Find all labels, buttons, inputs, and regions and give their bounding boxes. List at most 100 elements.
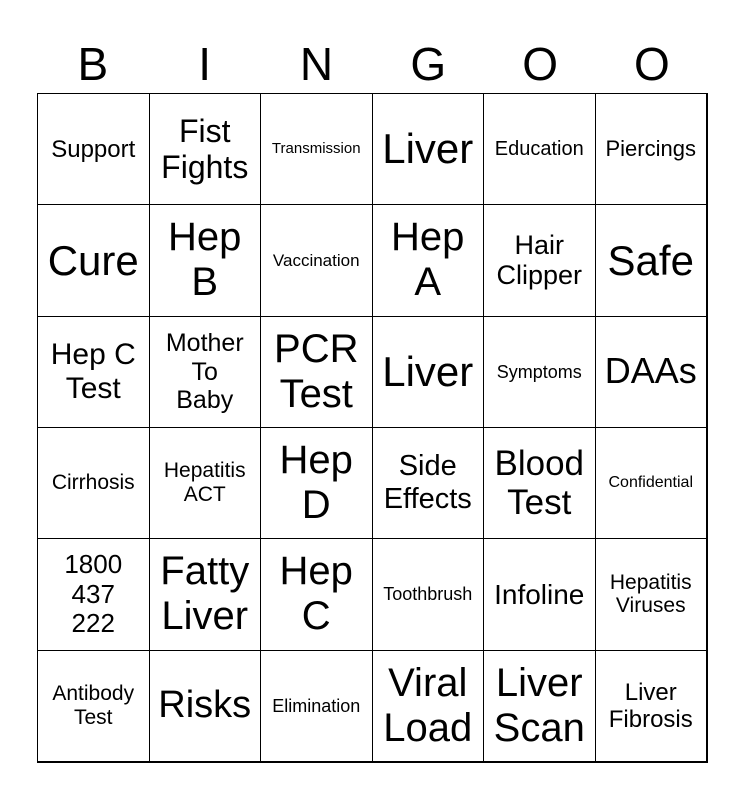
bingo-cell[interactable]: Risks	[148, 649, 261, 762]
bingo-cell[interactable]: Confidential	[594, 427, 707, 540]
cell-text: Liver	[382, 125, 474, 173]
bingo-cell[interactable]: Education	[483, 93, 596, 206]
cell-text: Scan	[493, 705, 585, 750]
cell-text: Test	[507, 483, 572, 523]
cell-text: Liver	[382, 348, 474, 396]
bingo-cell[interactable]: Hep C	[260, 538, 373, 651]
cell-text: Liver	[495, 660, 583, 705]
cell-text: Symptoms	[496, 361, 582, 382]
bingo-cell[interactable]: Hepatitis Viruses	[594, 538, 707, 651]
cell-text: 222	[71, 608, 115, 639]
cell-text: Hepatitis	[163, 459, 246, 483]
bingo-cell[interactable]: Infoline	[483, 538, 596, 651]
cell-text: Vaccination	[272, 250, 360, 270]
cell-text: PCR	[274, 326, 359, 371]
bingo-cell[interactable]: Symptoms	[483, 315, 596, 428]
bingo-cell[interactable]: Hep C Test	[37, 315, 150, 428]
cell-text: Liver	[161, 594, 249, 639]
cell-text: C	[301, 594, 331, 639]
cell-text: Side	[398, 450, 457, 483]
cell-text: ACT	[183, 483, 226, 507]
cell-text: Viral	[388, 660, 468, 705]
bingo-grid: Support Fist Fights Transmission Liver Educat…	[37, 93, 708, 763]
bingo-cell[interactable]: Side Effects	[371, 427, 484, 540]
cell-text: Hair	[514, 229, 564, 260]
bingo-cell[interactable]: Cirrhosis	[37, 427, 150, 540]
bingo-cell[interactable]: Antibody Test	[37, 649, 150, 762]
cell-text: Hep	[279, 437, 353, 482]
cell-text: Blood	[494, 443, 585, 483]
cell-text: Hep	[168, 215, 242, 260]
cell-text: Hep	[279, 549, 353, 594]
cell-text: Test	[73, 705, 113, 729]
cell-text: B	[191, 260, 219, 305]
bingo-cell[interactable]: PCR Test	[260, 315, 373, 428]
bingo-cell[interactable]: Elimination	[260, 649, 373, 762]
cell-text: Toothbrush	[383, 584, 473, 605]
bingo-cell[interactable]: Transmission	[260, 93, 373, 206]
bingo-cell[interactable]: Liver Scan	[483, 649, 596, 762]
cell-text: Load	[383, 705, 473, 750]
cell-text: Support	[51, 135, 136, 163]
cell-text: 437	[71, 578, 115, 609]
bingo-cell[interactable]: Piercings	[594, 93, 707, 206]
cell-text: Cure	[47, 236, 139, 284]
bingo-cell[interactable]: Cure	[37, 204, 150, 317]
cell-text: Clipper	[496, 260, 583, 291]
cell-text: D	[301, 483, 331, 528]
header-letter: G	[410, 38, 447, 90]
bingo-cell[interactable]: Hep B	[148, 204, 261, 317]
bingo-cell[interactable]: Hair Clipper	[483, 204, 596, 317]
cell-text: Fist	[178, 113, 231, 149]
bingo-cell[interactable]: Hep D	[260, 427, 373, 540]
bingo-cell[interactable]: Vaccination	[260, 204, 373, 317]
bingo-cell[interactable]: Support	[37, 93, 150, 206]
bingo-cell[interactable]: Mother To Baby	[148, 315, 261, 428]
bingo-cell[interactable]: 1800 437 222	[37, 538, 150, 651]
cell-text: A	[414, 260, 442, 305]
cell-text: Baby	[176, 385, 234, 414]
bingo-cell[interactable]: Hepatitis ACT	[148, 427, 261, 540]
bingo-cell[interactable]: Blood Test	[483, 427, 596, 540]
cell-text: Hep C	[50, 337, 136, 371]
cell-text: Viruses	[615, 594, 686, 618]
cell-text: Confidential	[608, 474, 694, 492]
bingo-cell[interactable]: Liver Fibrosis	[594, 649, 707, 762]
cell-text: Education	[494, 137, 584, 160]
cell-text: DAAs	[604, 350, 697, 392]
cell-text: Infoline	[494, 578, 585, 610]
bingo-cell[interactable]: DAAs	[594, 315, 707, 428]
bingo-cell[interactable]: Viral Load	[371, 649, 484, 762]
cell-text: 1800	[64, 549, 123, 580]
cell-text: To	[191, 357, 218, 386]
header-letter: N	[299, 38, 334, 90]
cell-text: Mother	[165, 329, 244, 358]
header-letter: O	[633, 38, 670, 90]
bingo-cell[interactable]: Liver	[371, 315, 484, 428]
cell-text: Transmission	[271, 139, 361, 157]
cell-text: Test	[279, 371, 353, 416]
header-letter: I	[198, 38, 212, 90]
cell-text: Piercings	[605, 135, 696, 161]
cell-text: Liver	[624, 678, 677, 706]
bingo-cell[interactable]: Liver	[371, 93, 484, 206]
cell-text: Safe	[607, 236, 694, 284]
header-letter: O	[522, 38, 558, 90]
bingo-cell[interactable]: Hep A	[371, 204, 484, 317]
cell-text: Fatty	[160, 549, 250, 594]
bingo-cell[interactable]: Fatty Liver	[148, 538, 261, 651]
bingo-cell[interactable]: Toothbrush	[371, 538, 484, 651]
cell-text: Risks	[158, 684, 252, 727]
cell-text: Test	[65, 371, 121, 405]
cell-text: Hep	[391, 215, 465, 260]
cell-text: Cirrhosis	[51, 471, 135, 495]
header-letter: B	[77, 38, 109, 90]
cell-text: Hepatitis	[609, 570, 692, 594]
cell-text: Effects	[383, 483, 472, 516]
cell-text: Fights	[161, 149, 249, 186]
bingo-cell[interactable]: Fist Fights	[148, 93, 261, 206]
cell-text: Elimination	[272, 695, 361, 716]
bingo-cell[interactable]: Safe	[594, 204, 707, 317]
cell-text: Antibody	[52, 682, 135, 706]
